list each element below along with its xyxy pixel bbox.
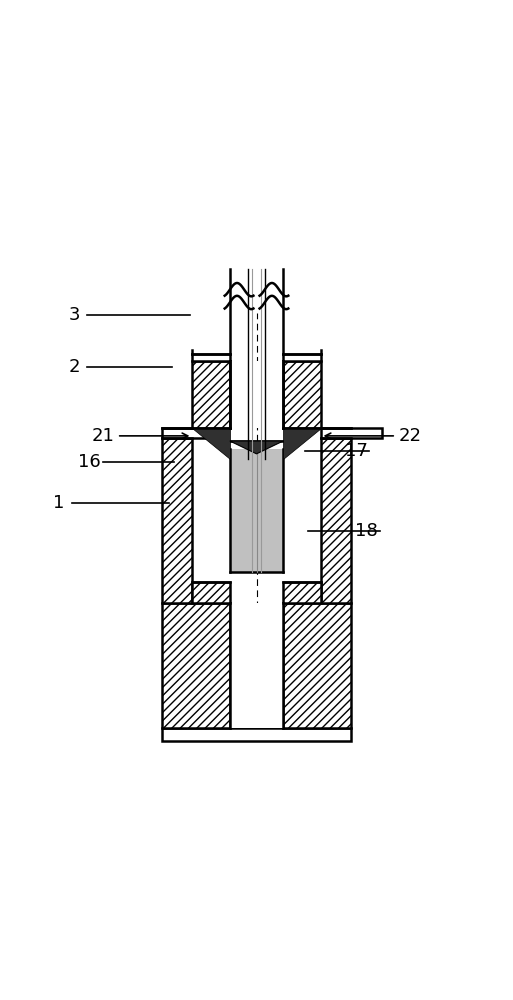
Text: 2: 2: [69, 358, 80, 376]
Text: 22: 22: [325, 427, 422, 445]
Text: 16: 16: [78, 453, 101, 471]
Text: 18: 18: [356, 522, 378, 540]
Bar: [283, 603, 351, 728]
Bar: [283, 582, 321, 603]
Bar: [321, 438, 351, 603]
Bar: [192, 354, 230, 361]
Bar: [230, 603, 283, 728]
Bar: [192, 361, 230, 428]
Bar: [192, 582, 230, 603]
Text: 17: 17: [345, 442, 368, 460]
Bar: [283, 354, 321, 361]
Bar: [162, 603, 230, 728]
Bar: [283, 361, 321, 428]
Bar: [162, 428, 223, 438]
Polygon shape: [283, 428, 321, 459]
Bar: [230, 449, 283, 572]
Bar: [162, 728, 351, 741]
Bar: [162, 438, 192, 603]
Bar: [230, 361, 283, 428]
Text: 1: 1: [53, 494, 65, 512]
Text: 3: 3: [69, 306, 80, 324]
Polygon shape: [192, 428, 230, 459]
Text: 21: 21: [91, 427, 188, 445]
Bar: [230, 361, 283, 428]
Polygon shape: [230, 441, 283, 454]
Bar: [321, 428, 382, 438]
